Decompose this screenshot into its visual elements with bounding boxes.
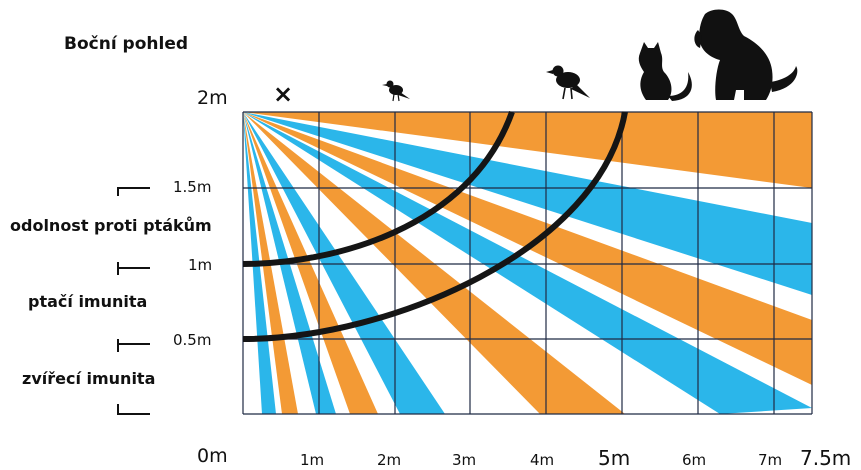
small-bird-icon <box>382 80 410 102</box>
distance-label-1m: 1m <box>300 451 325 469</box>
distance-label-7m: 7m <box>758 451 783 469</box>
large-bird-icon <box>546 65 590 100</box>
bird-resistance-label: odolnost proti ptákům <box>10 216 212 235</box>
height-label-2m: 2m <box>197 87 228 109</box>
height-label-0-5m: 0.5m <box>173 331 212 349</box>
pet-immunity-curve <box>242 111 628 342</box>
detection-beams <box>243 112 812 414</box>
distance-label-7-5m: 7.5m <box>800 446 852 470</box>
height-label-1m: 1m <box>188 256 213 274</box>
bird-immunity-curve <box>242 110 515 267</box>
distance-label-3m: 3m <box>452 451 477 469</box>
distance-label-5m: 5m <box>598 446 631 470</box>
distance-label-6m: 6m <box>682 451 707 469</box>
diagram-title: Boční pohled <box>64 34 189 54</box>
dog-icon <box>694 9 798 100</box>
blue-detection-beam-2 <box>243 112 812 295</box>
grid-lines <box>242 111 813 415</box>
height-label-0m: 0m <box>197 445 228 467</box>
distance-label-2m: 2m <box>377 451 402 469</box>
height-label-1-5m: 1.5m <box>173 178 212 196</box>
no-detection-mark: × <box>273 80 294 108</box>
distance-label-4m: 4m <box>530 451 555 469</box>
bird-immunity-label: ptačí imunita <box>28 292 148 311</box>
pet-immunity-label: zvířecí imunita <box>22 369 156 388</box>
orange-detection-beam-1 <box>243 112 812 188</box>
cat-icon <box>638 42 692 101</box>
height-brackets <box>117 187 150 415</box>
